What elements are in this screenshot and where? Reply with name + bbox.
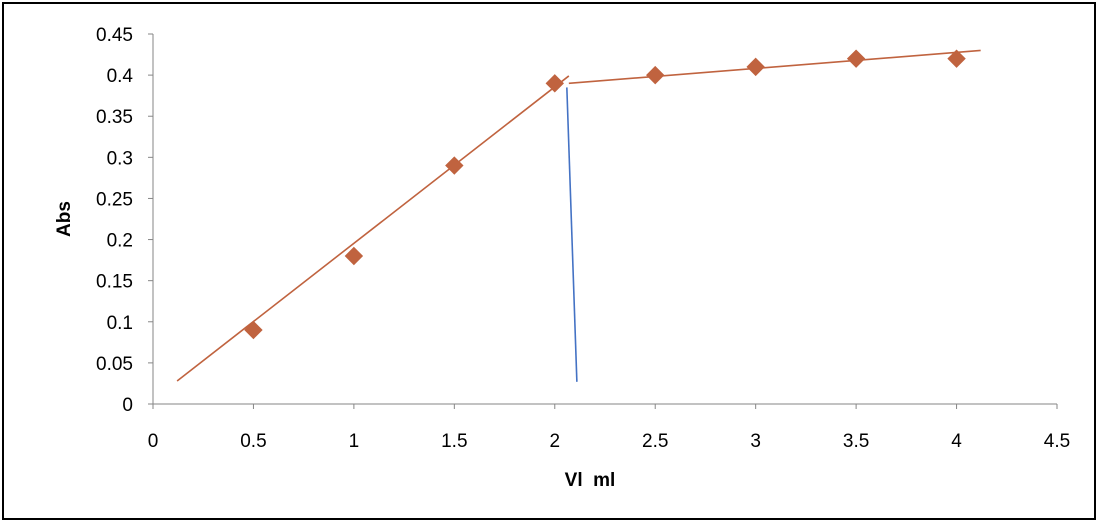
y-axis-title: Abs (54, 201, 75, 237)
x-tick-label: 1 (349, 431, 360, 452)
x-tick-label: 0.5 (240, 431, 266, 452)
y-tick-label: 0.4 (107, 66, 134, 87)
data-markers (244, 49, 966, 340)
y-tick-label: 0.45 (96, 25, 133, 46)
x-tick-label: 4 (951, 431, 962, 452)
drop-line (566, 87, 578, 382)
data-point (545, 74, 564, 93)
x-tick-label: 3.5 (843, 431, 869, 452)
x-tick-label: 2 (549, 431, 560, 452)
data-point (846, 49, 866, 68)
x-axis-title: Vl ml (565, 470, 616, 491)
data-point (244, 320, 263, 340)
x-tick-label: 1.5 (441, 431, 467, 452)
x-tick-label: 0 (148, 431, 159, 452)
data-point (746, 57, 765, 77)
trend-lines (176, 49, 981, 382)
trend-line (176, 75, 570, 382)
data-point (646, 65, 665, 85)
y-tick-label: 0 (122, 395, 133, 416)
y-tick-label: 0.25 (96, 189, 133, 210)
y-tick-label: 0.3 (107, 148, 133, 169)
y-tick-label: 0.15 (96, 272, 133, 293)
y-tick-label: 0.1 (107, 313, 133, 334)
trend-line (568, 49, 981, 85)
y-tick-labels: 0 0.05 0.1 0.15 0.2 0.25 0.3 0.35 0.4 0.45 (96, 25, 133, 416)
data-point (445, 156, 464, 175)
x-tick-label: 2.5 (642, 431, 668, 452)
y-tick-label: 0.05 (96, 354, 133, 375)
data-point (947, 49, 966, 68)
chart-area: 0 0.5 1 1.5 2 2.5 3 3.5 4 4.5 0 0.05 0.1 0.15 0.2 0.25… (54, 25, 1071, 491)
x-tick-label: 3 (750, 431, 761, 452)
y-tick-label: 0.2 (107, 231, 133, 252)
x-tick-label: 4.5 (1044, 431, 1070, 452)
y-tick-label: 0.35 (96, 107, 133, 128)
x-tick-labels: 0 0.5 1 1.5 2 2.5 3 3.5 4 4.5 (148, 431, 1071, 452)
axes (148, 33, 1058, 409)
data-point (344, 246, 364, 266)
